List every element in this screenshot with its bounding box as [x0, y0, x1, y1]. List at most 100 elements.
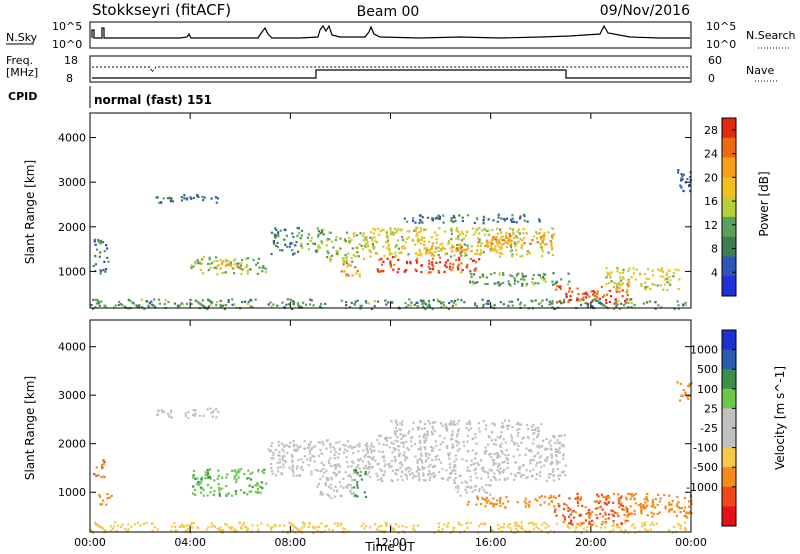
velocity-cell [549, 473, 552, 476]
velocity-cell [651, 501, 654, 505]
freq-trace [92, 69, 690, 79]
velocity-cell [608, 513, 611, 516]
velocity-cell [94, 521, 97, 524]
power-cell [294, 244, 297, 247]
velocity-cell [359, 458, 362, 461]
velocity-cell [451, 443, 454, 446]
power-cell [435, 234, 438, 237]
power-cell [432, 265, 435, 268]
power-cell [275, 244, 278, 247]
power-cell [418, 231, 421, 234]
velocity-cell [427, 419, 430, 422]
power-cell [326, 237, 329, 241]
power-cell [407, 304, 410, 307]
power-cell [224, 265, 227, 268]
power-cell [216, 301, 219, 304]
velocity-cell [498, 464, 501, 467]
velocity-cell [498, 478, 501, 481]
velocity-cell [434, 440, 437, 443]
power-cell [446, 259, 449, 262]
power-cell [225, 260, 228, 263]
velocity-cell [455, 486, 458, 489]
velocity-cell [595, 500, 598, 503]
power-cell [416, 237, 420, 240]
velocity-cell [246, 477, 249, 480]
power-cell [160, 201, 163, 204]
power-cell [645, 277, 648, 280]
velocity-cell [646, 504, 649, 507]
power-cell [510, 243, 513, 246]
velocity-cell [485, 450, 488, 453]
velocity-cell [225, 485, 228, 488]
power-cell [94, 255, 97, 258]
velocity-cell [274, 448, 278, 451]
velocity-cell [451, 446, 454, 449]
velocity-cell [272, 451, 275, 454]
power-cell [390, 231, 393, 234]
velocity-cell [170, 529, 173, 532]
power-cell [646, 267, 650, 271]
velocity-cell [651, 521, 654, 524]
velocity-cell [679, 399, 682, 402]
power-colorbar-swatch [722, 256, 736, 277]
velocity-cell [422, 472, 425, 475]
power-cell [684, 301, 687, 304]
velocity-cell [380, 524, 383, 528]
power-cell [404, 302, 407, 305]
velocity-cell [542, 464, 546, 467]
velocity-cell [474, 433, 477, 436]
velocity-cell [332, 471, 335, 474]
velocity-cell [343, 448, 347, 451]
velocity-cell [455, 458, 458, 461]
power-cell [197, 301, 200, 304]
velocity-cell [488, 484, 491, 487]
velocity-cell [432, 472, 435, 475]
power-cell [508, 227, 512, 230]
velocity-cell [530, 475, 533, 478]
velocity-colorbar-tick-label: -100 [693, 442, 718, 455]
velocity-cell [455, 439, 458, 442]
velocity-cell [424, 448, 427, 451]
velocity-cell [235, 490, 238, 493]
velocity-cell [484, 470, 487, 473]
noise-right-label: N.Search [746, 29, 796, 42]
velocity-cell [639, 503, 643, 506]
velocity-cell [331, 529, 334, 532]
velocity-cell [326, 439, 329, 442]
power-cell [394, 251, 397, 255]
velocity-cell [452, 526, 455, 529]
power-cell [617, 283, 620, 286]
velocity-cell [285, 444, 288, 447]
velocity-cell [364, 470, 367, 474]
freq-panel: Freq. [MHz] 18 8 60 0 Nave [6, 54, 778, 85]
power-cell [617, 299, 620, 303]
velocity-cell [594, 507, 598, 510]
velocity-cell [506, 477, 509, 480]
velocity-cell [576, 492, 579, 495]
power-cell [123, 305, 126, 308]
velocity-cell [337, 464, 340, 467]
power-cell [455, 229, 458, 232]
velocity-cell [569, 513, 572, 516]
velocity-cell [685, 512, 688, 515]
power-cell [344, 256, 347, 260]
velocity-cell [503, 460, 506, 463]
power-cell [439, 256, 442, 259]
velocity-cell [391, 451, 394, 454]
velocity-cell [530, 458, 533, 461]
power-cell [309, 239, 312, 243]
velocity-cell [393, 455, 396, 458]
velocity-cell [335, 474, 338, 477]
power-cell [373, 300, 376, 303]
power-cell [347, 274, 350, 277]
velocity-cell [330, 487, 333, 490]
power-cell [233, 263, 236, 266]
velocity-cell [401, 525, 404, 528]
velocity-cell [546, 447, 549, 450]
power-cell [216, 259, 219, 263]
power-cell [453, 216, 456, 219]
power-cell [452, 263, 455, 266]
velocity-cell [403, 451, 406, 454]
velocity-cell [471, 490, 474, 493]
velocity-cell [552, 473, 555, 477]
